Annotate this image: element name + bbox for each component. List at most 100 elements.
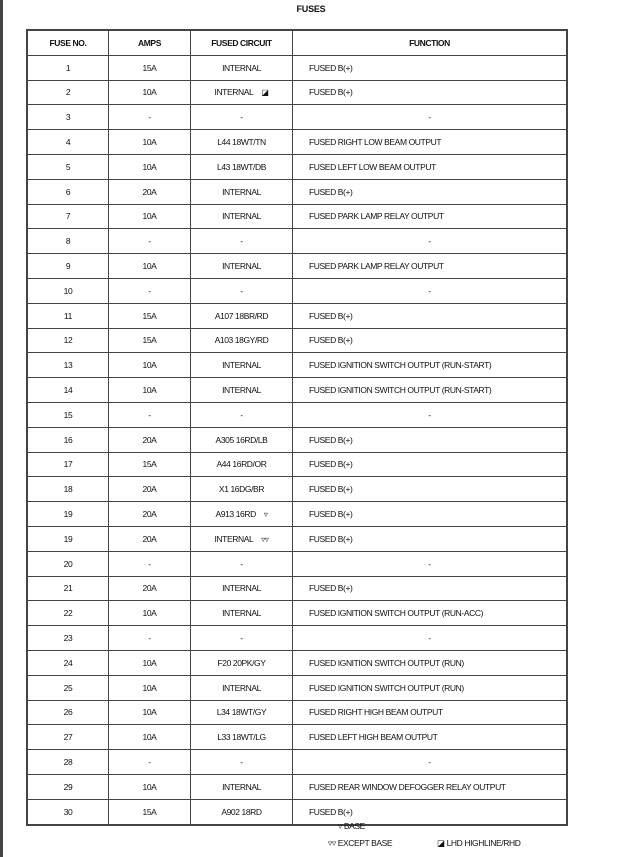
fuse-circuit: INTERNAL ▿▿: [190, 525, 293, 552]
fuse-amps: 15A: [108, 327, 191, 354]
fuse-number: 19: [26, 501, 109, 527]
legend-symbol-icon: ▿▿: [261, 534, 269, 544]
fuse-amps: 10A: [108, 377, 191, 403]
legend-base: ▿ BASE: [338, 821, 365, 831]
fuse-number: 14: [26, 377, 109, 403]
fuse-function: -: [292, 401, 568, 428]
table-row: 23- - -: [26, 625, 568, 651]
table-row: 26 10A L34 18WT/GY FUSED RIGHT HIGH BEAM OU…: [26, 699, 568, 726]
fuse-circuit: L43 18WT/DB: [190, 153, 293, 180]
fuse-circuit: INTERNAL: [190, 178, 293, 205]
fuse-amps: 15A: [108, 798, 191, 826]
table-row: 11 15A A107 18BR/RD FUSED B(+): [26, 302, 568, 329]
fuse-circuit: -: [190, 749, 293, 775]
circuit-label: L43 18WT/DB: [217, 161, 266, 172]
fuse-function: FUSED B(+): [292, 451, 568, 478]
fuse-number: 20: [26, 550, 109, 577]
circuit-label: A902 18RD: [221, 806, 262, 817]
fuse-function: -: [292, 749, 568, 775]
fuse-function: FUSED IGNITION SWITCH OUTPUT (RUN): [292, 674, 568, 701]
circuit-label: INTERNAL: [222, 682, 261, 693]
circuit-label: A107 18BR/RD: [214, 310, 269, 321]
header-function: FUNCTION: [292, 29, 568, 56]
fuse-number: 26: [26, 699, 109, 726]
fuse-amps: 15A: [108, 302, 191, 329]
circuit-label: INTERNAL: [214, 533, 254, 544]
fuse-circuit: INTERNAL ◪: [190, 79, 293, 106]
table-row: 17 15A A44 16RD/OR FUSED B(+): [26, 451, 568, 478]
table-row: 3---: [26, 104, 568, 131]
circuit-label: -: [240, 285, 243, 296]
table-row: 16 20A A305 16RD/LB FUSED B(+): [26, 426, 568, 453]
page-edge: [0, 0, 3, 857]
fuse-amps: 10A: [108, 699, 191, 726]
fuse-function: FUSED IGNITION SWITCH OUTPUT (RUN-ACC): [292, 600, 568, 627]
fuse-number: 8: [26, 228, 109, 255]
table-row: 22 10A INTERNAL FUSED IGNITION SWITCH OUTPU…: [26, 600, 568, 627]
circuit-label: -: [240, 633, 243, 644]
fuse-amps: 10A: [108, 600, 191, 627]
fuse-number: 19: [26, 525, 109, 552]
fuse-function: FUSED LEFT LOW BEAM OUTPUT: [292, 153, 568, 180]
fuse-function: -: [292, 277, 568, 304]
fuse-amps: 10A: [108, 129, 191, 155]
fuse-amps: 15A: [108, 451, 191, 478]
fuse-amps: 10A: [108, 649, 191, 676]
circuit-label: A913 16RD: [215, 509, 257, 520]
fuse-circuit: -: [190, 401, 293, 428]
fuse-amps: -: [108, 401, 191, 428]
circuit-label: INTERNAL: [222, 62, 261, 73]
fuse-function: FUSED B(+): [292, 54, 568, 81]
circuit-label: -: [240, 558, 243, 569]
fuse-function: FUSED IGNITION SWITCH OUTPUT (RUN-START): [292, 352, 568, 379]
fuse-amps: 20A: [108, 525, 191, 552]
table-row: 25 10A INTERNAL FUSED IGNITION SWITCH OUTPU…: [26, 674, 568, 701]
fuse-amps: 10A: [108, 153, 191, 180]
fuse-circuit: INTERNAL: [190, 575, 293, 602]
circuit-label: X1 16DG/BR: [218, 484, 265, 495]
fuse-amps: 10A: [108, 352, 191, 379]
circuit-label: INTERNAL: [222, 186, 261, 197]
fuse-function: FUSED B(+): [292, 525, 568, 552]
table-row: 30 15A A902 18RD FUSED B(+): [26, 798, 568, 826]
fuse-amps: 10A: [108, 79, 191, 106]
fuse-table: FUSE NO. AMPS FUSED CIRCUIT FUNCTION 1 15…: [26, 29, 568, 826]
fuse-function: FUSED IGNITION SWITCH OUTPUT (RUN-START): [292, 377, 568, 403]
fuse-circuit: A107 18BR/RD: [190, 302, 293, 329]
fuse-circuit: -: [190, 277, 293, 304]
circuit-label: INTERNAL: [222, 781, 261, 792]
table-row: 15- - -: [26, 401, 568, 428]
table-row: 12 15A A103 18GY/RD FUSED B(+): [26, 327, 568, 354]
table-row: 27 10A L33 18WT/LG FUSED LEFT HIGH BEAM OUT…: [26, 724, 568, 751]
fuse-amps: 20A: [108, 501, 191, 527]
circuit-label: L44 18WT/TN: [217, 137, 266, 148]
fuse-function: -: [292, 550, 568, 577]
fuse-number: 2: [26, 79, 109, 106]
fuse-amps: 20A: [108, 178, 191, 205]
fuse-number: 21: [26, 575, 109, 602]
fuse-number: 3: [26, 104, 109, 131]
circuit-label: INTERNAL: [222, 583, 261, 594]
circuit-label: A305 16RD/LB: [215, 434, 268, 445]
legend-symbol-icon: ◪: [261, 88, 269, 98]
fuse-number: 23: [26, 625, 109, 651]
table-row: 20- - -: [26, 550, 568, 577]
table-row: 8---: [26, 228, 568, 255]
circuit-label: -: [240, 112, 243, 123]
table-row: 7 10A INTERNAL FUSED PARK LAMP RELAY OUTPUT: [26, 203, 568, 230]
fuse-amps: -: [108, 625, 191, 651]
fuse-circuit: INTERNAL: [190, 674, 293, 701]
table-row: 1 15A INTERNAL FUSED B(+): [26, 54, 568, 81]
fuse-amps: 20A: [108, 426, 191, 453]
fuse-number: 27: [26, 724, 109, 751]
fuse-circuit: INTERNAL: [190, 377, 293, 403]
fuse-function: -: [292, 228, 568, 255]
fuse-amps: 10A: [108, 674, 191, 701]
fuse-function: FUSED B(+): [292, 501, 568, 527]
fuse-circuit: X1 16DG/BR: [190, 476, 293, 503]
fuse-number: 11: [26, 302, 109, 329]
page-title: FUSES: [296, 4, 326, 14]
fuse-amps: 20A: [108, 575, 191, 602]
fuse-number: 7: [26, 203, 109, 230]
circuit-label: L33 18WT/LG: [217, 732, 266, 743]
